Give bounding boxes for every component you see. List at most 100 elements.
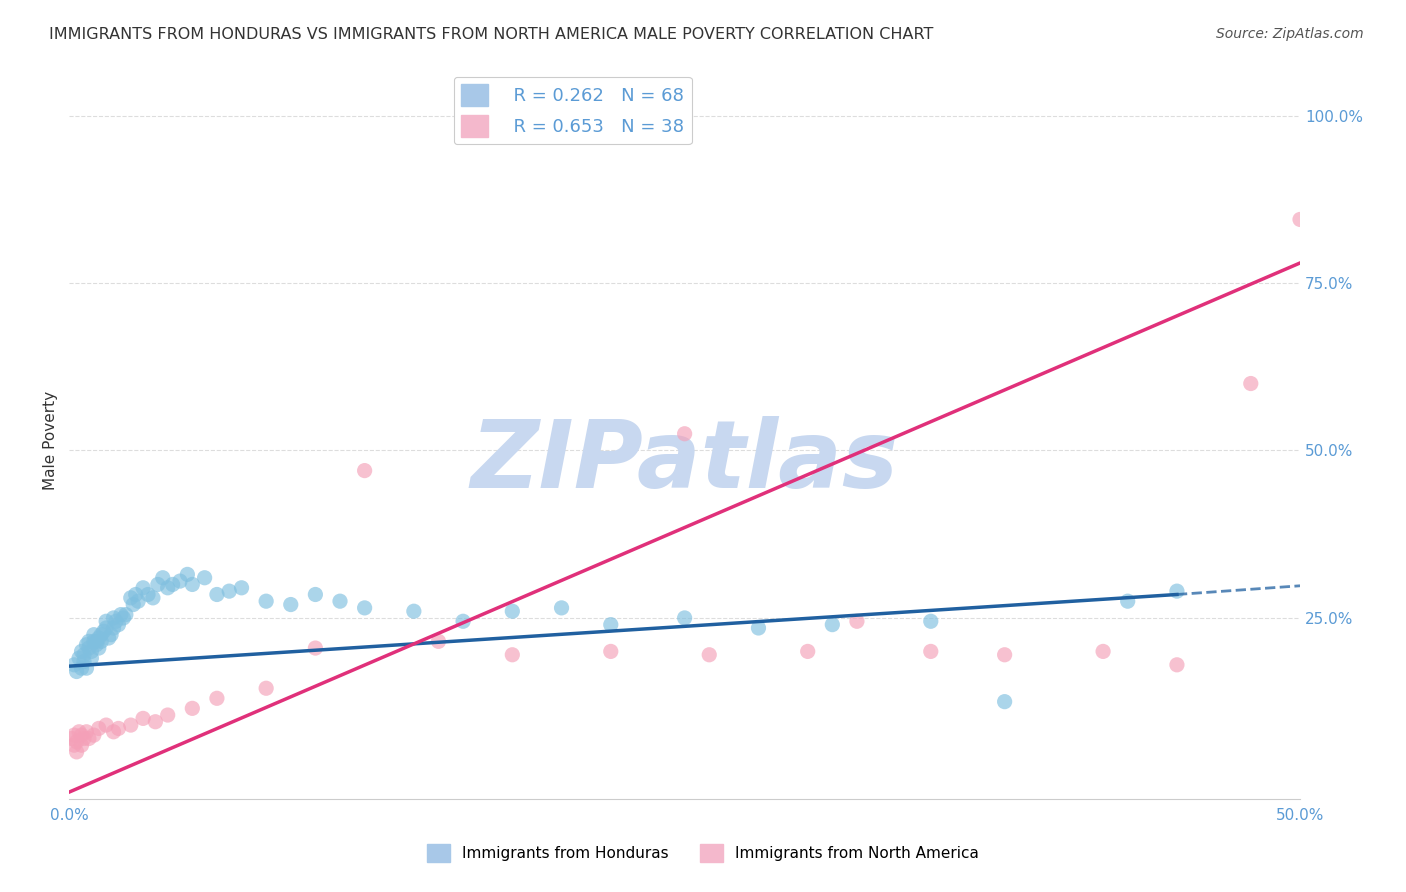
Point: [697, 648, 720, 662]
Point: [122, 598, 145, 612]
Point: [845, 615, 868, 629]
Point: [67, 651, 90, 665]
Point: [280, 598, 302, 612]
Point: [205, 587, 228, 601]
Point: [156, 581, 179, 595]
Point: [73, 731, 96, 746]
Point: [84, 634, 107, 648]
Point: [63, 657, 86, 672]
Point: [90, 634, 112, 648]
Point: [142, 591, 165, 605]
Point: [83, 628, 105, 642]
Point: [451, 615, 474, 629]
Text: IMMIGRANTS FROM HONDURAS VS IMMIGRANTS FROM NORTH AMERICA MALE POVERTY CORRELATI: IMMIGRANTS FROM HONDURAS VS IMMIGRANTS F…: [49, 27, 934, 42]
Point: [90, 628, 112, 642]
Point: [100, 628, 122, 642]
Point: [353, 600, 375, 615]
Point: [120, 718, 142, 732]
Point: [84, 638, 107, 652]
Point: [821, 617, 844, 632]
Point: [70, 644, 93, 658]
Point: [162, 577, 184, 591]
Point: [1092, 644, 1115, 658]
Point: [353, 464, 375, 478]
Point: [97, 631, 120, 645]
Point: [156, 708, 179, 723]
Point: [304, 641, 326, 656]
Point: [75, 724, 97, 739]
Point: [115, 607, 138, 622]
Point: [145, 714, 167, 729]
Point: [96, 615, 118, 629]
Y-axis label: Male Poverty: Male Poverty: [44, 391, 58, 490]
Point: [107, 722, 129, 736]
Point: [87, 631, 110, 645]
Point: [181, 701, 204, 715]
Point: [65, 665, 87, 679]
Point: [127, 594, 149, 608]
Point: [63, 728, 86, 742]
Point: [1166, 584, 1188, 599]
Point: [1166, 657, 1188, 672]
Point: [65, 735, 87, 749]
Point: [132, 581, 155, 595]
Point: [103, 724, 125, 739]
Point: [747, 621, 769, 635]
Point: [73, 655, 96, 669]
Point: [231, 581, 253, 595]
Point: [103, 621, 125, 635]
Point: [83, 728, 105, 742]
Point: [70, 738, 93, 752]
Point: [110, 607, 132, 622]
Point: [67, 724, 90, 739]
Point: [550, 600, 572, 615]
Point: [73, 648, 96, 662]
Point: [146, 577, 169, 591]
Point: [599, 644, 621, 658]
Point: [77, 641, 100, 656]
Point: [120, 591, 142, 605]
Point: [93, 624, 115, 639]
Point: [80, 651, 103, 665]
Point: [673, 426, 696, 441]
Legend:   R = 0.262   N = 68,   R = 0.653   N = 38: R = 0.262 N = 68, R = 0.653 N = 38: [454, 77, 692, 145]
Point: [112, 611, 135, 625]
Point: [105, 615, 128, 629]
Point: [1289, 212, 1312, 227]
Point: [87, 722, 110, 736]
Point: [87, 641, 110, 656]
Point: [83, 634, 105, 648]
Point: [181, 577, 204, 591]
Point: [80, 644, 103, 658]
Point: [205, 691, 228, 706]
Point: [152, 571, 174, 585]
Point: [103, 611, 125, 625]
Point: [136, 587, 159, 601]
Point: [796, 644, 818, 658]
Legend: Immigrants from Honduras, Immigrants from North America: Immigrants from Honduras, Immigrants fro…: [422, 838, 984, 868]
Point: [63, 738, 86, 752]
Point: [329, 594, 352, 608]
Point: [60, 731, 83, 746]
Point: [194, 571, 217, 585]
Point: [1116, 594, 1139, 608]
Point: [920, 615, 942, 629]
Point: [254, 594, 277, 608]
Point: [599, 617, 621, 632]
Point: [673, 611, 696, 625]
Point: [75, 661, 97, 675]
Point: [304, 587, 326, 601]
Point: [65, 745, 87, 759]
Point: [218, 584, 240, 599]
Point: [77, 634, 100, 648]
Point: [96, 718, 118, 732]
Point: [176, 567, 198, 582]
Point: [96, 621, 118, 635]
Point: [402, 604, 425, 618]
Text: Source: ZipAtlas.com: Source: ZipAtlas.com: [1216, 27, 1364, 41]
Point: [501, 604, 523, 618]
Text: ZIPatlas: ZIPatlas: [471, 416, 898, 508]
Point: [994, 695, 1017, 709]
Point: [920, 644, 942, 658]
Point: [125, 587, 148, 601]
